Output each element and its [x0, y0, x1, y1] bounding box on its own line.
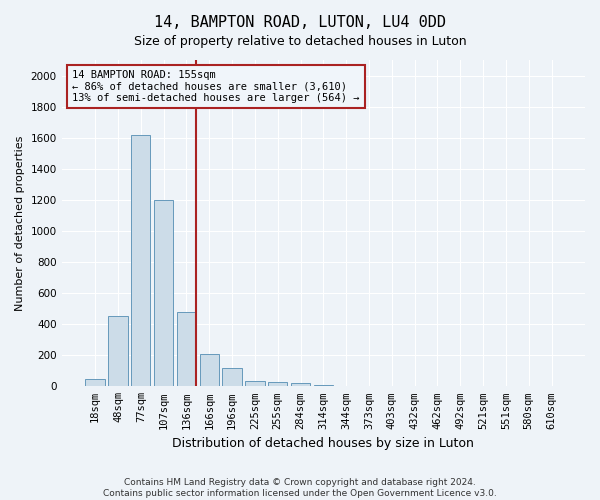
Y-axis label: Number of detached properties: Number of detached properties — [15, 136, 25, 311]
Text: Size of property relative to detached houses in Luton: Size of property relative to detached ho… — [134, 35, 466, 48]
Bar — [268, 382, 287, 386]
Bar — [200, 354, 219, 386]
Bar — [108, 316, 128, 386]
Bar — [154, 200, 173, 386]
X-axis label: Distribution of detached houses by size in Luton: Distribution of detached houses by size … — [172, 437, 474, 450]
Text: 14, BAMPTON ROAD, LUTON, LU4 0DD: 14, BAMPTON ROAD, LUTON, LU4 0DD — [154, 15, 446, 30]
Text: 14 BAMPTON ROAD: 155sqm
← 86% of detached houses are smaller (3,610)
13% of semi: 14 BAMPTON ROAD: 155sqm ← 86% of detache… — [72, 70, 359, 103]
Bar — [177, 312, 196, 386]
Bar — [85, 378, 105, 386]
Bar — [314, 385, 333, 386]
Bar — [131, 134, 151, 386]
Bar — [291, 383, 310, 386]
Text: Contains HM Land Registry data © Crown copyright and database right 2024.
Contai: Contains HM Land Registry data © Crown c… — [103, 478, 497, 498]
Bar — [223, 368, 242, 386]
Bar — [245, 381, 265, 386]
